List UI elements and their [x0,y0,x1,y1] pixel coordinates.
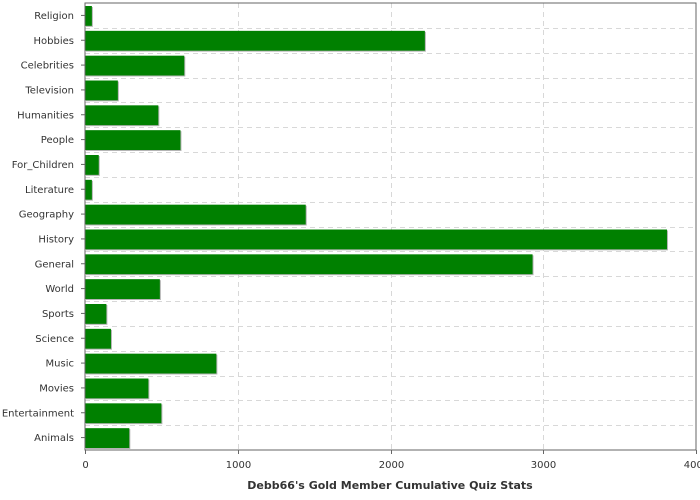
x-tick-label: 1000 [226,460,251,471]
bar [85,353,217,374]
x-tick-label: 0 [82,460,88,471]
bar [85,105,159,126]
bar [85,279,160,299]
category-label: Entertainment [2,408,74,419]
bar [85,55,185,76]
bar [85,155,99,175]
category-label: Movies [39,383,74,394]
bar [85,254,533,275]
x-tick-label: 3000 [531,460,556,471]
category-label: History [38,234,74,245]
bar [85,229,667,250]
bar [85,179,92,200]
x-tick-labels: 0 1000 2000 3000 4000 [82,460,700,471]
category-label: Celebrities [21,61,74,72]
category-label: World [45,284,74,295]
category-label: Animals [34,433,74,444]
bar [85,328,111,349]
bar [85,378,149,399]
x-axis-title: Debb66's Gold Member Cumulative Quiz Sta… [247,479,533,492]
category-label: Television [24,85,74,96]
grid-lines [85,3,696,450]
bar [85,403,162,424]
category-label: Humanities [17,110,74,121]
category-label: For_Children [12,160,74,171]
category-label: People [41,135,74,146]
plot-frame [84,2,697,451]
x-tick-label: 4000 [684,460,700,471]
bar [85,204,306,225]
bar [85,304,107,324]
category-label: General [35,259,74,270]
category-label: Hobbies [34,36,74,47]
bar [85,130,181,150]
category-label: Sports [42,309,74,320]
category-label: Geography [19,210,74,221]
bars [85,6,668,449]
bar [85,80,118,101]
bar [85,30,425,51]
bar [85,6,92,26]
x-tick-label: 2000 [379,460,404,471]
category-label: Music [46,359,74,370]
category-labels: Religion Hobbies Celebrities Television Huma… [2,11,74,444]
category-label: Religion [34,11,74,22]
category-label: Literature [25,185,74,196]
bar [85,428,130,448]
category-label: Science [35,334,74,345]
axes [81,2,697,454]
